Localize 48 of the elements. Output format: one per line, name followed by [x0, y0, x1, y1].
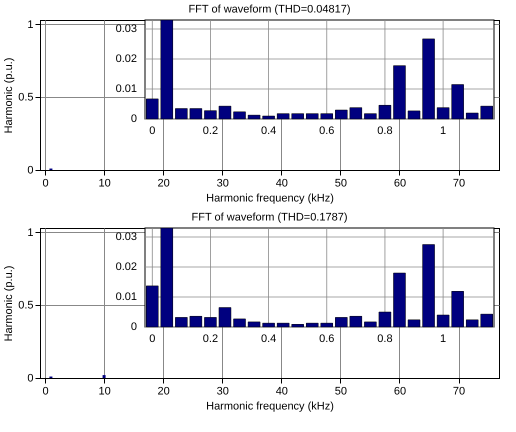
x-tick-label: 0.6 [319, 125, 334, 137]
x-tick-label: 30 [216, 386, 229, 398]
x-tick-label: 0.8 [377, 125, 393, 137]
y-tick-label: 1 [27, 226, 34, 239]
x-tick-label: 60 [394, 386, 406, 398]
x-tick-label: 1 [440, 125, 446, 137]
x-tick-label: 10 [98, 178, 111, 190]
x-tick-label: 50 [334, 386, 348, 398]
x-tick-label: 0.6 [319, 333, 334, 345]
x-axis-title: Harmonic frequency (kHz) [206, 400, 334, 412]
x-tick-label: 50 [334, 178, 348, 190]
x-tick-label: 30 [216, 178, 229, 190]
y-tick-label: 0 [27, 372, 34, 384]
x-tick-label: 70 [452, 178, 466, 190]
y-axis-title: Harmonic (p.u.) [3, 58, 16, 134]
chart-title: FFT of waveform (THD=0.04817) [188, 3, 351, 16]
x-tick-label: 20 [158, 386, 170, 398]
y-tick-label: 0.01 [116, 291, 137, 303]
y-tick-label: 1 [27, 18, 34, 31]
x-tick-label: 1 [440, 333, 446, 345]
x-tick-label: 0.8 [377, 333, 393, 345]
chart-title: FFT of waveform (THD=0.1787) [192, 211, 348, 224]
x-tick-label: 0 [42, 386, 49, 398]
y-tick-label: 0 [130, 321, 137, 333]
x-tick-label: 0 [149, 125, 156, 137]
x-tick-label: 40 [276, 386, 288, 398]
y-tick-label: 0.01 [116, 83, 137, 95]
x-tick-label: 0.2 [202, 125, 218, 137]
y-tick-label: 0.5 [18, 92, 34, 104]
x-tick-label: 0.2 [202, 333, 218, 345]
y-axis-title: Harmonic (p.u.) [3, 266, 16, 342]
x-tick-label: 0.4 [260, 333, 276, 345]
y-tick-label: 0.02 [116, 261, 137, 273]
x-tick-label: 10 [98, 386, 111, 398]
y-tick-label: 0 [27, 164, 34, 176]
x-tick-label: 70 [452, 386, 466, 398]
y-tick-label: 0.5 [18, 300, 34, 312]
x-tick-label: 0 [149, 333, 156, 345]
x-tick-label: 0 [42, 178, 49, 190]
y-tick-label: 0.02 [116, 53, 137, 65]
y-tick-label: 0.03 [116, 231, 137, 243]
y-tick-label: 0 [130, 113, 137, 125]
x-axis-title: Harmonic frequency (kHz) [206, 192, 334, 204]
x-tick-label: 60 [394, 178, 406, 190]
x-tick-label: 0.4 [260, 125, 276, 137]
y-tick-label: 0.03 [116, 23, 137, 35]
x-tick-label: 40 [276, 178, 288, 190]
x-tick-label: 20 [158, 178, 170, 190]
